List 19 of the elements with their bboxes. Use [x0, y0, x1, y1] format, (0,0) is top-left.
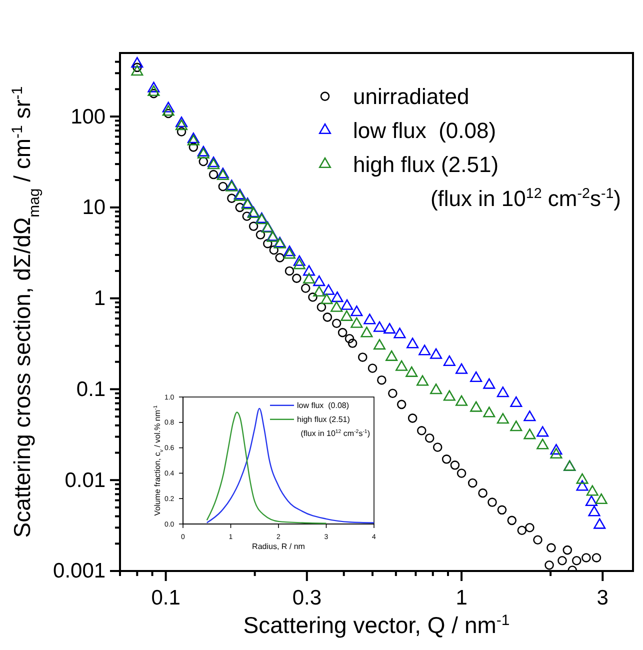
annotation: (flux in 10$^{12}$ cm$^{-2}$s$^{-1}$)	[430, 186, 621, 211]
legend-label: high flux (2.51)	[297, 415, 350, 424]
y-tick-label: 0.01	[64, 468, 106, 492]
legend-label: low flux (0.08)	[297, 401, 350, 410]
y-tick-label: 1	[94, 287, 106, 310]
legend-label: high flux (2.51)	[353, 152, 499, 177]
line-series	[206, 412, 327, 524]
x-tick-label: 0.3	[292, 586, 322, 610]
x-axis-title: Radius, R / nm	[252, 542, 306, 551]
legend-label: low flux (0.08)	[353, 118, 496, 143]
y-tick-label: 100	[70, 105, 106, 128]
x-tick-label: 3	[596, 586, 608, 610]
x-axis-title: Scattering vector, Q / nm$^{-1}$	[243, 612, 510, 638]
x-tick-label: 1	[456, 586, 468, 610]
annotation: (flux in 10$^{12}$ cm$^{-2}$s$^{-1}$)	[300, 429, 370, 438]
y-tick-label: 0.001	[53, 560, 106, 583]
y-tick-label: 0.1	[76, 378, 106, 401]
y-tick-label: 10	[82, 196, 106, 220]
legend-label: unirradiated	[353, 84, 470, 109]
